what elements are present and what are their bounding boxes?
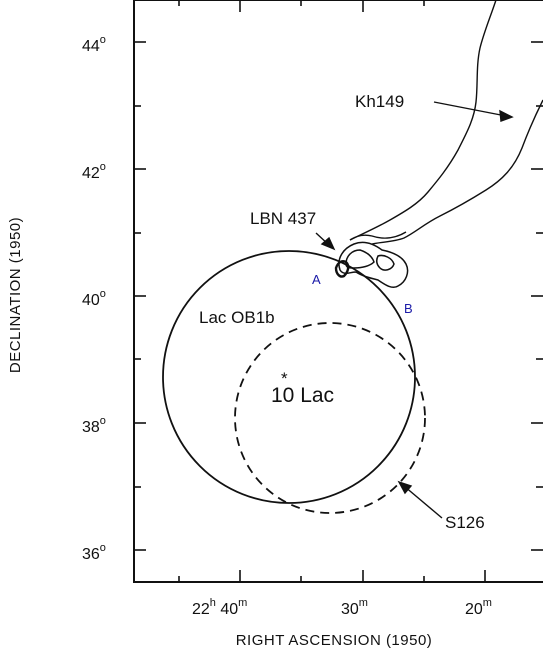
- star-marker: *: [281, 369, 288, 388]
- lbn437-cloud: [334, 241, 409, 289]
- lac-ob1b-circle: [162, 250, 416, 504]
- y-tick-label: 36o: [82, 542, 106, 563]
- kh149-label: Kh149: [355, 92, 404, 111]
- plot-frame: [133, 0, 543, 583]
- annotation-arrows: [315, 101, 514, 519]
- y-axis-title: DECLINATION (1950): [7, 217, 24, 373]
- lac-ob1b-label: Lac OB1b: [199, 308, 275, 327]
- x-axis-title: RIGHT ASCENSION (1950): [236, 632, 433, 649]
- x-tick-label: 20m: [465, 597, 492, 618]
- kh149-filament: [349, 231, 407, 241]
- axis-ticks: [134, 0, 543, 582]
- x-tick-label: 22h 40m: [192, 597, 247, 618]
- s126-dashed-circle: [234, 322, 426, 514]
- s126-label: S126: [445, 513, 485, 532]
- point-a-label: A: [312, 272, 321, 287]
- kh149-filament: [349, 0, 497, 241]
- x-tick-label: 30m: [341, 597, 368, 618]
- lbn437-label: LBN 437: [250, 209, 316, 228]
- 10-lac-label: 10 Lac: [271, 384, 334, 407]
- point-b-label: B: [404, 301, 413, 316]
- y-tick-label: 40o: [82, 288, 106, 309]
- y-tick-label: 38o: [82, 415, 106, 436]
- kh149-filament: [371, 99, 543, 245]
- y-tick-label: 44o: [82, 34, 106, 55]
- y-tick-label: 42o: [82, 161, 106, 182]
